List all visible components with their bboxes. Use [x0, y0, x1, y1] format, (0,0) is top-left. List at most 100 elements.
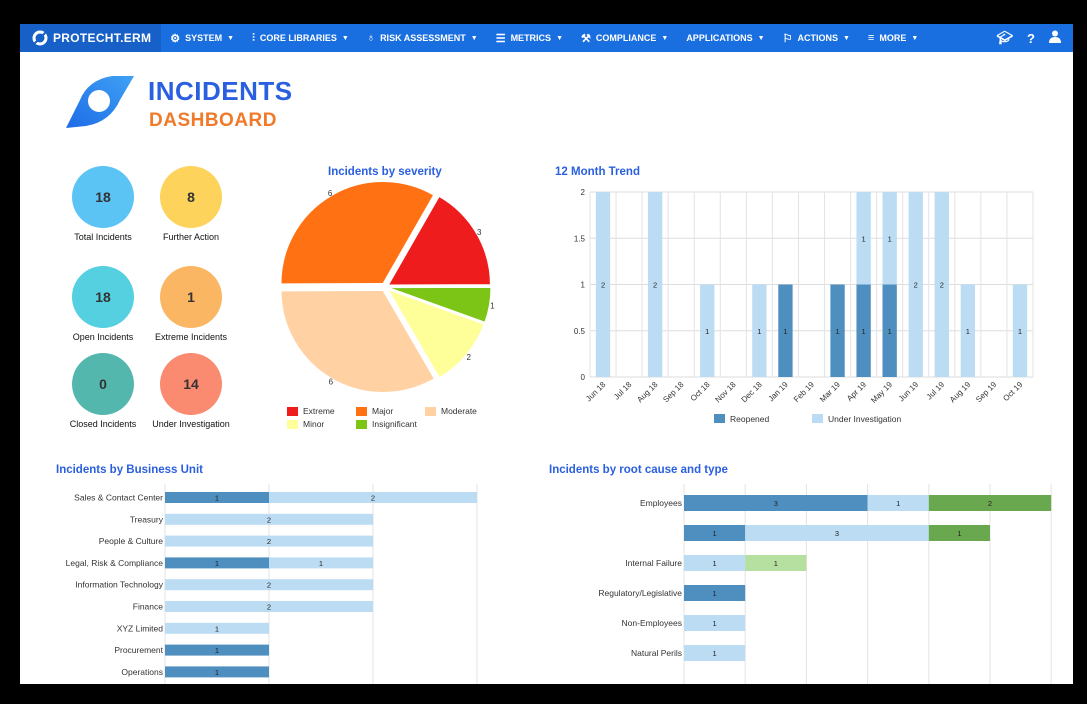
chevron-down-icon: ▼: [661, 34, 669, 42]
top-nav-bar: PROTECHT.ERM ⚙ SYSTEM ▼ ⫶ CORE LIBRARIES…: [20, 24, 1073, 52]
root-cause-bar[interactable]: [684, 525, 746, 541]
business-unit-bar-chart: Sales & Contact Center 1 2 Treasury 2 People …: [66, 484, 478, 684]
x-tick-label: Mar 19: [818, 380, 842, 404]
kpi-circle: 1: [160, 266, 222, 328]
root-cause-bar[interactable]: [745, 555, 807, 571]
chevron-down-icon: ▼: [757, 34, 765, 42]
bu-bar-reopened[interactable]: [165, 492, 269, 503]
bar-value-label: 2: [267, 603, 271, 612]
pie-slice-extreme[interactable]: [387, 195, 491, 286]
help-icon[interactable]: ?: [1027, 30, 1035, 46]
bu-bar-under-investigation[interactable]: [165, 535, 373, 547]
legend-item-moderate[interactable]: Moderate: [425, 406, 477, 416]
legend-item-insignificant[interactable]: Insignificant: [356, 419, 417, 429]
trend-bar-reopened[interactable]: [830, 284, 845, 378]
root-cause-bar[interactable]: [684, 495, 868, 511]
menu-more[interactable]: ≡ MORE ▼: [859, 24, 927, 52]
root-cause-bar[interactable]: [928, 495, 1052, 511]
trend-bar-reopened[interactable]: [856, 284, 871, 378]
trend-bar-under-investigation[interactable]: [856, 192, 871, 285]
kpi-closed-incidents[interactable]: 0 Closed Incidents: [48, 353, 158, 429]
kpi-circle: 18: [72, 266, 134, 328]
root-cause-bar[interactable]: [745, 525, 929, 541]
kpi-total-incidents[interactable]: 18 Total Incidents: [48, 166, 158, 242]
trend-bar-under-investigation[interactable]: [595, 192, 611, 377]
trend-bar-under-investigation[interactable]: [647, 192, 663, 377]
menu-risk-assessment-label: RISK ASSESSMENT: [380, 33, 466, 43]
root-cause-bar[interactable]: [867, 495, 929, 511]
menu-core-libraries[interactable]: ⫶ CORE LIBRARIES ▼: [243, 24, 358, 52]
kpi-label: Extreme Incidents: [154, 332, 228, 342]
x-tick-label: Jul 18: [612, 380, 634, 402]
legend-swatch: [356, 419, 367, 429]
bar-value-label: 1: [713, 559, 717, 568]
pie-slice-moderate[interactable]: [280, 289, 436, 393]
trend-bar-reopened[interactable]: [778, 284, 793, 378]
menu-applications[interactable]: APPLICATIONS ▼: [677, 24, 773, 52]
trend-bar-reopened[interactable]: [882, 284, 897, 378]
pie-slice-label: 6: [328, 189, 333, 198]
menu-actions[interactable]: ⚐ ACTIONS ▼: [774, 24, 859, 52]
kpi-open-incidents[interactable]: 18 Open Incidents: [48, 266, 158, 342]
bar-value-label: 1: [757, 327, 761, 336]
trend-bar-under-investigation[interactable]: [700, 284, 715, 378]
category-label: Internal Failure: [625, 558, 682, 568]
bar-value-label: 2: [988, 499, 992, 508]
bar-value-label: 1: [862, 234, 866, 243]
trend-bar-under-investigation[interactable]: [1012, 284, 1028, 378]
kpi-under-investigation[interactable]: 14 Under Investigation: [136, 353, 246, 429]
bu-bar-reopened[interactable]: [165, 666, 269, 678]
legend-item-major[interactable]: Major: [356, 406, 393, 416]
user-icon[interactable]: [1049, 30, 1061, 46]
bu-bar-reopened[interactable]: [165, 644, 269, 656]
trend-bar-under-investigation[interactable]: [908, 192, 923, 377]
bar-value-label: 1: [319, 559, 323, 568]
kpi-further-action[interactable]: 8 Further Action: [136, 166, 246, 242]
menu-metrics[interactable]: ☰ METRICS ▼: [487, 24, 572, 52]
root-cause-bar[interactable]: [684, 645, 746, 661]
menu-compliance[interactable]: ⚒ COMPLIANCE ▼: [572, 24, 677, 52]
pie-slice-major[interactable]: [280, 181, 435, 285]
trend-bar-under-investigation[interactable]: [960, 284, 976, 378]
menu-system[interactable]: ⚙ SYSTEM ▼: [161, 24, 243, 52]
bu-bar-reopened[interactable]: [165, 557, 269, 569]
flag-icon: ⚐: [782, 32, 793, 45]
bar-value-label: 1: [215, 494, 219, 503]
root-cause-bar[interactable]: [684, 555, 746, 571]
trend-bar-under-investigation[interactable]: [752, 284, 767, 378]
bu-bar-under-investigation[interactable]: [269, 557, 373, 569]
menu-compliance-label: COMPLIANCE: [595, 33, 657, 43]
root-cause-bar-chart: Employees 3 1 2 1 3 1 Internal Failure 1 1 Regulat…: [598, 484, 1052, 684]
x-tick-label: Feb 19: [792, 380, 816, 404]
root-cause-bar[interactable]: [684, 585, 746, 601]
pie-slice-label: 3: [477, 228, 482, 237]
legend-label: Extreme: [303, 406, 335, 416]
bu-bar-under-investigation[interactable]: [269, 492, 477, 503]
bu-bar-under-investigation[interactable]: [165, 601, 373, 612]
main-menu: ⚙ SYSTEM ▼ ⫶ CORE LIBRARIES ▼ ♁ RISK ASS…: [161, 24, 927, 52]
bu-bar-under-investigation[interactable]: [165, 622, 269, 634]
menu-risk-assessment[interactable]: ♁ RISK ASSESSMENT ▼: [358, 24, 487, 52]
bar-value-label: 1: [957, 529, 961, 538]
kpi-extreme-incidents[interactable]: 1 Extreme Incidents: [136, 266, 246, 342]
trend-bar-under-investigation[interactable]: [882, 192, 897, 285]
kpi-label: Open Incidents: [72, 332, 134, 342]
root-cause-bar[interactable]: [928, 525, 990, 541]
root-cause-bar[interactable]: [684, 615, 746, 631]
legend-item-minor[interactable]: Minor: [287, 419, 324, 429]
trend-bar-under-investigation[interactable]: [934, 192, 949, 377]
menu-applications-label: APPLICATIONS: [686, 33, 753, 43]
pie-slice-label: 6: [329, 378, 334, 387]
category-label: Procurement: [114, 645, 163, 655]
chevron-down-icon: ▼: [911, 34, 919, 42]
pie-slice-minor[interactable]: [386, 288, 485, 379]
bu-bar-under-investigation[interactable]: [165, 513, 373, 525]
graduation-cap-icon[interactable]: 🎓︎: [996, 30, 1014, 45]
bu-bar-under-investigation[interactable]: [165, 579, 373, 591]
legend-item-extreme[interactable]: Extreme: [287, 406, 335, 416]
bar-value-label: 2: [371, 494, 375, 503]
bu-chart-title: Incidents by Business Unit: [56, 464, 203, 476]
severity-pie-chart: 3 1 2 6 6: [280, 181, 495, 393]
pie-slice-insignificant[interactable]: [388, 286, 492, 323]
brand-logo[interactable]: PROTECHT.ERM: [20, 24, 162, 52]
